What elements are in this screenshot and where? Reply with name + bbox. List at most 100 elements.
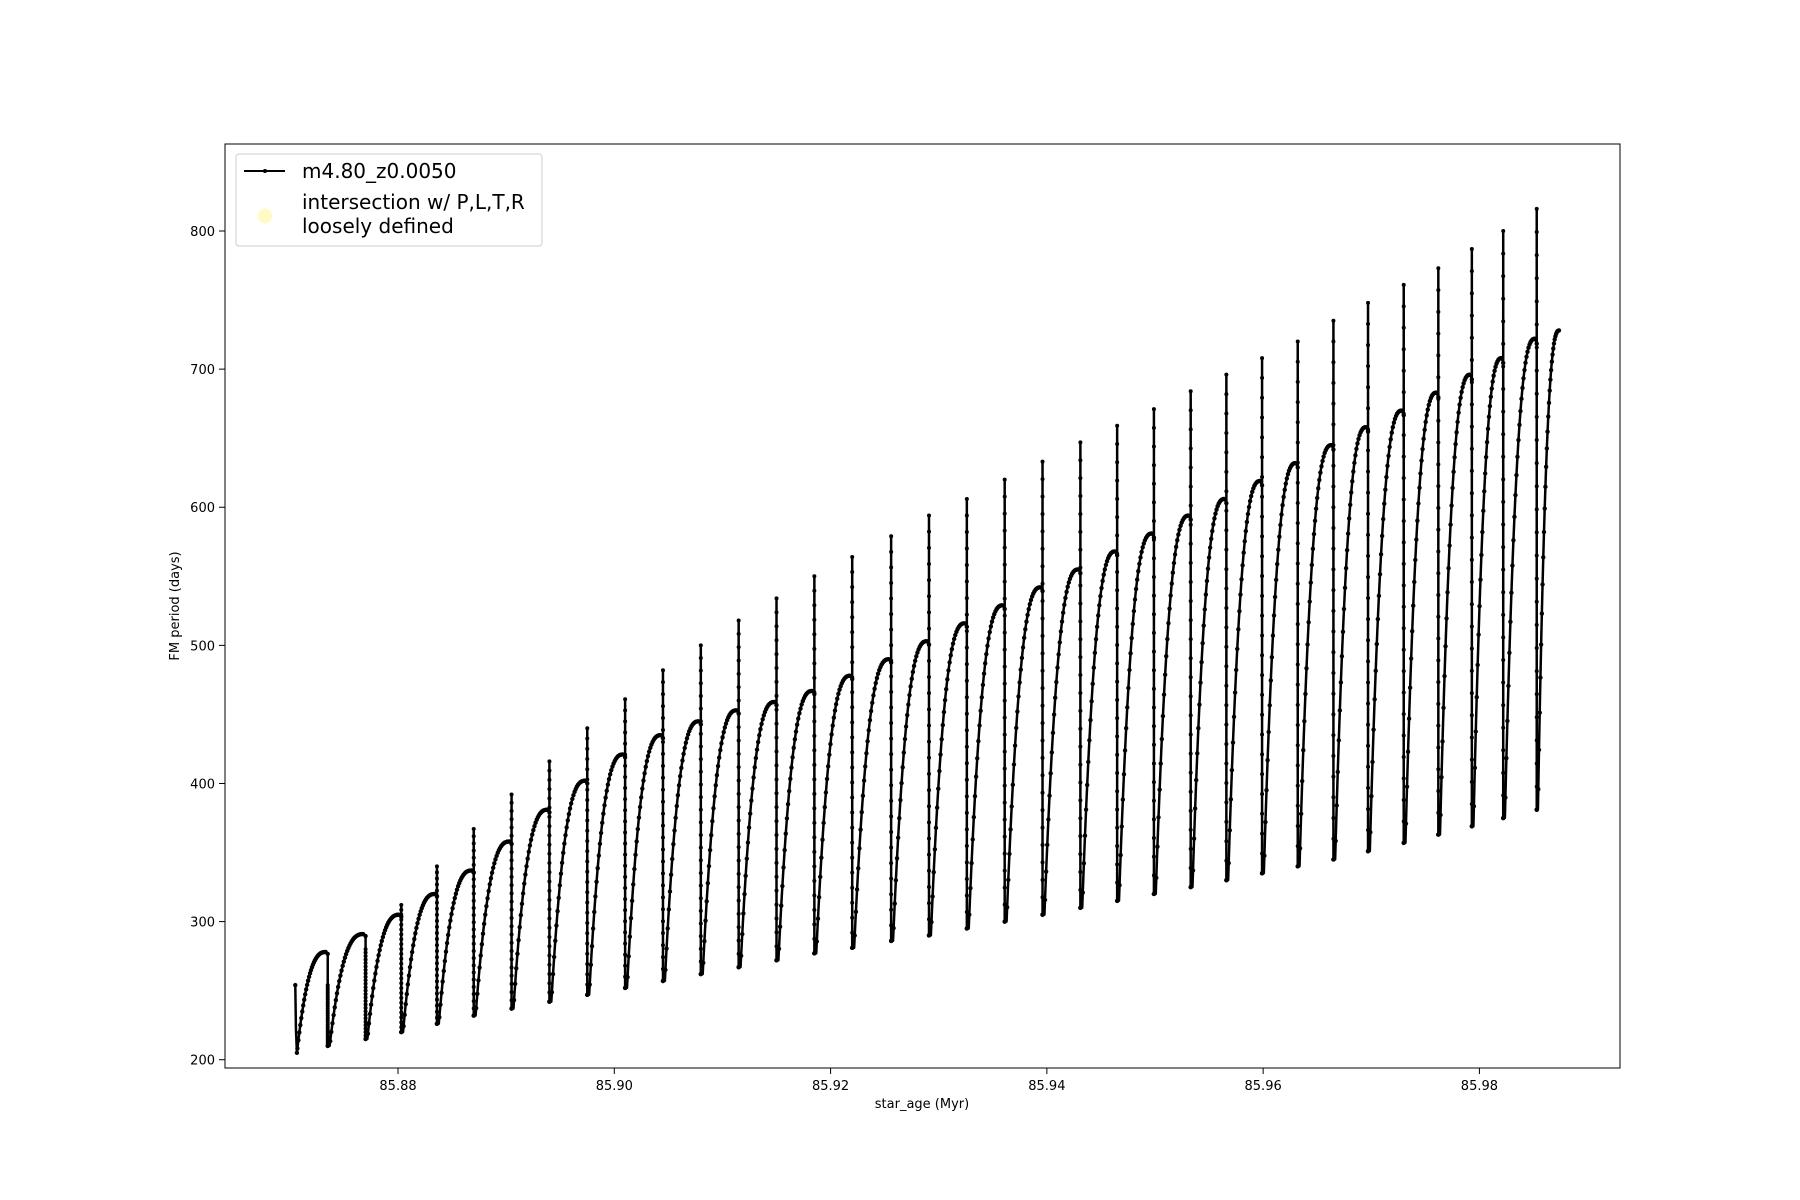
spike-point	[1469, 602, 1474, 607]
spike-point	[698, 719, 703, 724]
series-point	[478, 953, 483, 958]
spike-point	[1151, 854, 1156, 859]
spike-point	[1534, 599, 1539, 604]
spike-point	[1224, 800, 1229, 805]
series-point	[785, 802, 791, 807]
series-point	[1300, 778, 1305, 784]
spike-point	[850, 690, 855, 695]
series-point	[945, 677, 950, 682]
spike-point	[1260, 673, 1265, 678]
spike-point	[1115, 588, 1120, 593]
series-point	[1007, 851, 1012, 857]
spike-point	[1188, 522, 1193, 527]
series-point	[1165, 636, 1170, 642]
spike-point	[850, 705, 855, 710]
spike-point	[660, 955, 665, 960]
spike-point	[964, 695, 969, 700]
series-point	[1331, 857, 1336, 862]
series-point	[634, 839, 639, 844]
series-point	[1118, 852, 1123, 858]
spike-point	[774, 791, 779, 796]
spike-point	[1501, 319, 1506, 324]
series-point	[1490, 379, 1495, 384]
series-point	[852, 933, 857, 938]
spike-point	[1534, 437, 1539, 442]
series-point	[440, 979, 445, 984]
spike-point	[1115, 478, 1120, 483]
series-point	[936, 786, 941, 791]
series-point	[293, 982, 298, 988]
spike-point	[1366, 321, 1371, 326]
series-point	[1411, 603, 1416, 608]
spike-point	[623, 719, 628, 724]
series-point	[1301, 748, 1306, 753]
spike-point	[660, 727, 665, 732]
series-point	[1171, 560, 1177, 566]
series-point	[1447, 543, 1452, 548]
series-point	[1170, 570, 1176, 575]
spike-point	[1331, 360, 1336, 365]
series-point	[753, 755, 759, 761]
series-point	[1458, 395, 1463, 400]
series-point	[1089, 699, 1094, 704]
series-point	[1045, 842, 1050, 847]
series-point	[701, 960, 706, 965]
series-point	[783, 831, 788, 836]
spike-point	[1002, 749, 1007, 754]
series-point	[335, 984, 341, 990]
series-point	[406, 973, 412, 978]
series-point	[1191, 836, 1197, 841]
spike-point	[1331, 546, 1336, 551]
spike-point	[1078, 762, 1083, 767]
spike-point	[1401, 733, 1406, 738]
spike-point	[1040, 546, 1045, 551]
spike-point	[1436, 375, 1441, 380]
series-point	[1524, 354, 1529, 359]
series-point	[895, 835, 901, 840]
spike-point	[623, 841, 628, 846]
x-tick-label: 85.96	[1245, 1079, 1282, 1094]
spike-point	[1115, 624, 1120, 629]
series-point	[1337, 708, 1343, 713]
series-point	[777, 924, 783, 929]
spike-point	[1078, 744, 1083, 749]
series-point	[1504, 755, 1509, 761]
spike-point	[509, 841, 514, 846]
series-point	[550, 971, 556, 977]
spike-point	[1224, 722, 1229, 727]
series-point	[667, 889, 673, 894]
spike-point	[926, 642, 931, 647]
series-point	[484, 903, 489, 909]
spike-point	[1436, 288, 1441, 293]
spike-point	[1534, 322, 1539, 327]
spike-point	[1260, 554, 1265, 559]
spike-point	[1469, 557, 1474, 562]
spike-point	[812, 661, 817, 666]
series-point	[1386, 453, 1391, 458]
series-point	[1482, 471, 1488, 476]
spike-point	[547, 971, 552, 976]
spike-point	[774, 596, 779, 601]
series-point	[934, 805, 940, 810]
spike-point	[660, 859, 665, 864]
series-point	[301, 1003, 306, 1008]
spike-point	[471, 999, 476, 1004]
series-point	[972, 794, 978, 799]
series-point	[1549, 359, 1555, 364]
series-point	[514, 966, 519, 971]
spike-point	[1151, 575, 1156, 579]
spike-point	[434, 955, 439, 960]
spike-point	[926, 626, 931, 631]
series-point	[330, 1021, 335, 1026]
spike-point	[585, 818, 590, 823]
series-point	[561, 850, 566, 856]
series-point	[645, 753, 651, 759]
spike-point	[1078, 798, 1083, 803]
series-point	[367, 1011, 373, 1017]
series-point	[1284, 476, 1290, 481]
spike-point	[1040, 895, 1045, 900]
spike-point	[1002, 477, 1007, 482]
series-point	[1523, 360, 1528, 366]
spike-point	[1115, 716, 1120, 721]
spike-point	[1260, 831, 1265, 836]
